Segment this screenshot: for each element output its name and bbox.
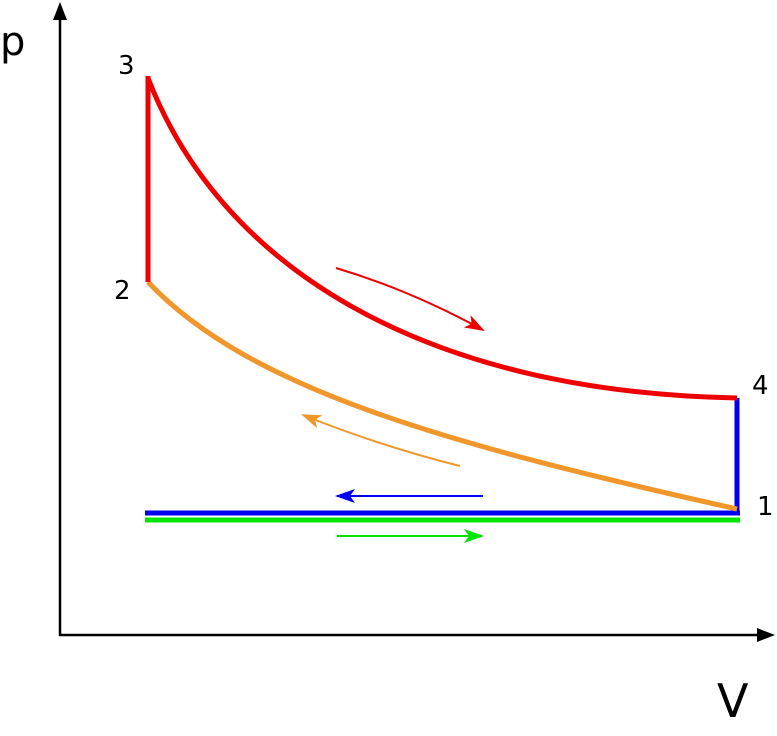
y-axis-arrow [53, 2, 67, 20]
expansion-curve [145, 77, 738, 401]
point-label: 4 [752, 371, 769, 401]
point-label: 1 [757, 492, 774, 522]
compression-curve [146, 280, 738, 512]
y-axis-label: p [0, 19, 25, 65]
expansion-arrow [335, 267, 485, 331]
compression-arrow [301, 414, 461, 467]
x-axis-arrow [757, 628, 775, 642]
point-label: 3 [118, 51, 135, 81]
x-axis-label: V [717, 674, 749, 728]
point-label: 2 [114, 276, 131, 306]
